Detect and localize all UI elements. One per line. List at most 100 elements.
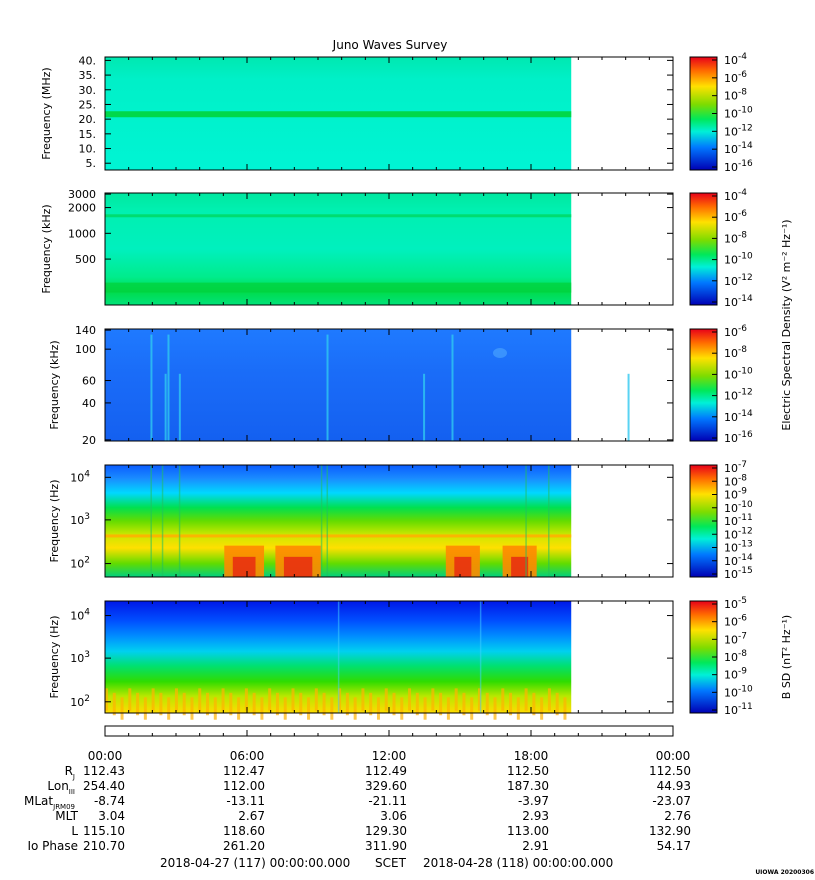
colorbar-tick-label: 10-5 <box>724 596 747 611</box>
colorbar-tick-label: 10-8 <box>724 345 747 360</box>
exponent: -8 <box>738 230 747 240</box>
y-tick-label: 103 <box>70 512 90 527</box>
ephemeris-value: 210.70 <box>83 839 125 853</box>
low-freq-spike <box>361 688 365 711</box>
low-freq-spike <box>493 697 497 720</box>
low-freq-spike <box>128 688 132 711</box>
y-tick-label: 103 <box>70 650 90 665</box>
burst-core <box>232 556 256 577</box>
y-axis-label: Frequency (kHz) <box>40 204 53 293</box>
y-tick-label: 100 <box>75 343 96 356</box>
vertical-streak <box>178 465 181 577</box>
colorbar-tick-label: 10-12 <box>724 273 753 288</box>
low-freq-spike <box>454 688 458 711</box>
colorbar-tick-label: 10-14 <box>724 141 753 156</box>
ephemeris-value: 112.50 <box>649 764 691 778</box>
y-tick-label: 102 <box>70 556 90 571</box>
y-tick-label: 60 <box>82 375 96 388</box>
time-axis-strip: 00:00 06:00 12:00 18:00 00:00 <box>88 725 691 763</box>
spectrogram-panel-5: 104 103 102 Frequency (Hz) 10-5 10-6 10-7 10-8 1… <box>48 596 753 720</box>
colorbar-tick-label: 10-10 <box>724 106 753 121</box>
y-tick-label: 2000 <box>68 202 96 215</box>
colorbar-tick-label: 10-15 <box>724 566 753 581</box>
vertical-streak <box>150 465 152 577</box>
exponent: -16 <box>738 430 753 440</box>
exponent: -6 <box>738 209 747 219</box>
exponent: -10 <box>738 366 753 376</box>
low-freq-spike <box>229 692 233 716</box>
time-tick-label: 00:00 <box>656 749 691 763</box>
exponent: -8 <box>738 649 747 659</box>
ephemeris-row-label: Io Phase <box>27 839 78 853</box>
exponent: -12 <box>738 123 753 133</box>
exponent: 2 <box>84 556 90 566</box>
ephemeris-value: 129.30 <box>365 824 407 838</box>
low-freq-spike <box>485 692 489 716</box>
ephemeris-value: 54.17 <box>657 839 691 853</box>
low-freq-spike <box>555 692 559 716</box>
colorbar-tick-label: 10-12 <box>724 123 753 138</box>
low-freq-spike <box>159 692 163 716</box>
exponent: -5 <box>738 596 747 606</box>
exponent: -14 <box>738 553 753 563</box>
exponent: -13 <box>738 540 753 550</box>
ephemeris-value: 187.30 <box>507 779 549 793</box>
exponent: -10 <box>738 106 753 116</box>
y-tick-label: 3000 <box>68 188 96 201</box>
spectrogram-panel-1: 40. 35. 30.25. 20. 15. 10.5. Frequency (MHz) 10… <box>40 52 753 174</box>
colorbar-tick-label: 10-16 <box>724 430 753 445</box>
burst-core <box>454 556 472 577</box>
y-axis-label: Frequency (Hz) <box>48 480 61 563</box>
low-freq-spike <box>400 697 404 720</box>
low-freq-spike <box>283 697 287 720</box>
low-freq-spike <box>190 697 194 720</box>
ephemeris-value: 118.60 <box>223 824 265 838</box>
low-freq-spike <box>446 697 450 720</box>
low-freq-spike <box>338 688 342 711</box>
colorbar-tick-label: 10-10 <box>724 252 753 267</box>
exponent: -10 <box>738 500 753 510</box>
band-500hz <box>105 534 572 538</box>
low-freq-spike <box>221 688 225 711</box>
exponent: 3 <box>84 650 90 660</box>
exponent: -4 <box>738 188 747 198</box>
date-line: 2018-04-27 (117) 00:00:00.000 SCET 2018-04… <box>160 856 613 870</box>
low-freq-spike <box>268 688 272 711</box>
burst-core <box>283 556 313 577</box>
ephemeris-value: 112.43 <box>83 764 125 778</box>
exponent: -9 <box>738 667 747 677</box>
ephemeris-row-label: RJ <box>65 764 75 781</box>
spectrogram-fill <box>105 329 572 441</box>
y-tick-label: 15. <box>79 128 97 141</box>
time-tick-label: 00:00 <box>88 749 123 763</box>
ephemeris-value: -8.74 <box>94 794 125 808</box>
colorbar <box>689 328 718 442</box>
low-freq-spike <box>167 697 171 720</box>
end-date: 2018-04-28 (118) 00:00:00.000 <box>423 856 613 870</box>
low-freq-spike <box>237 697 241 720</box>
low-freq-spike <box>213 697 217 720</box>
low-freq-spike <box>477 688 481 711</box>
low-freq-spike <box>299 692 303 716</box>
exponent: -8 <box>738 473 747 483</box>
ephemeris-value: 2.76 <box>664 809 691 823</box>
ephemeris-table: RJ 112.43 112.47 112.49 112.50 112.50 LonIII 25… <box>24 764 691 853</box>
low-freq-spike <box>439 692 443 716</box>
low-freq-spike <box>143 697 147 720</box>
low-freq-spike <box>307 697 311 720</box>
label-subscript: J <box>72 773 75 781</box>
exponent: 4 <box>84 469 90 479</box>
colorbar-tick-label: 10-11 <box>724 702 753 717</box>
low-freq-spike <box>198 688 202 711</box>
colorbar-tick-label: 10-6 <box>724 209 747 224</box>
ephemeris-row-label: MLT <box>55 809 78 823</box>
low-freq-spike <box>345 692 349 716</box>
time-tick-label: 18:00 <box>514 749 549 763</box>
exponent: -6 <box>738 70 747 80</box>
low-freq-spike <box>260 697 264 720</box>
emission-streak <box>627 373 630 441</box>
low-freq-spike <box>376 697 380 720</box>
low-freq-spike <box>120 697 124 720</box>
